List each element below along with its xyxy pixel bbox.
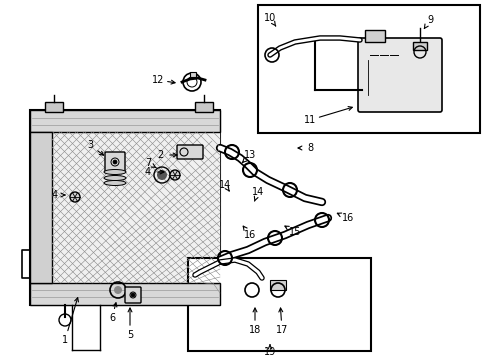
Bar (269, 280, 285, 290)
Text: 12: 12 (151, 75, 164, 85)
Text: 18: 18 (248, 325, 261, 335)
Text: 14: 14 (219, 180, 231, 190)
Text: 16: 16 (244, 230, 256, 240)
Text: 14: 14 (251, 187, 264, 197)
Text: 4: 4 (52, 190, 58, 200)
Text: 2: 2 (157, 150, 163, 160)
Text: 9: 9 (426, 15, 432, 25)
Text: 11: 11 (303, 115, 315, 125)
Text: 8: 8 (306, 143, 312, 153)
Text: 16: 16 (341, 213, 353, 223)
Bar (30, 110, 220, 132)
Ellipse shape (104, 175, 126, 180)
Circle shape (114, 286, 122, 294)
Text: 19: 19 (264, 347, 276, 357)
Circle shape (170, 170, 180, 180)
Circle shape (157, 170, 167, 180)
Bar (190, 72, 196, 77)
Ellipse shape (104, 170, 126, 175)
Bar (30, 110, 220, 305)
Bar (412, 42, 426, 50)
Text: 7: 7 (144, 158, 151, 168)
Bar (195, 102, 213, 112)
Text: 4: 4 (144, 167, 151, 177)
Bar (258, 5, 479, 133)
Bar (30, 283, 220, 305)
Text: 6: 6 (109, 313, 115, 323)
Circle shape (113, 160, 117, 164)
Text: 13: 13 (244, 150, 256, 160)
Text: 15: 15 (288, 227, 301, 237)
Bar (187, 258, 370, 351)
Text: 5: 5 (126, 330, 133, 340)
Text: 3: 3 (87, 140, 93, 150)
Text: 1: 1 (62, 335, 68, 345)
Circle shape (131, 293, 135, 297)
FancyBboxPatch shape (125, 287, 141, 303)
Ellipse shape (104, 180, 126, 185)
FancyBboxPatch shape (105, 152, 125, 172)
Text: 10: 10 (264, 13, 276, 23)
Bar (364, 30, 384, 42)
FancyBboxPatch shape (357, 38, 441, 112)
Bar (52, 132, 220, 283)
Bar (30, 132, 52, 283)
Text: 17: 17 (275, 325, 287, 335)
Circle shape (70, 192, 80, 202)
Bar (45, 102, 63, 112)
FancyBboxPatch shape (177, 145, 203, 159)
